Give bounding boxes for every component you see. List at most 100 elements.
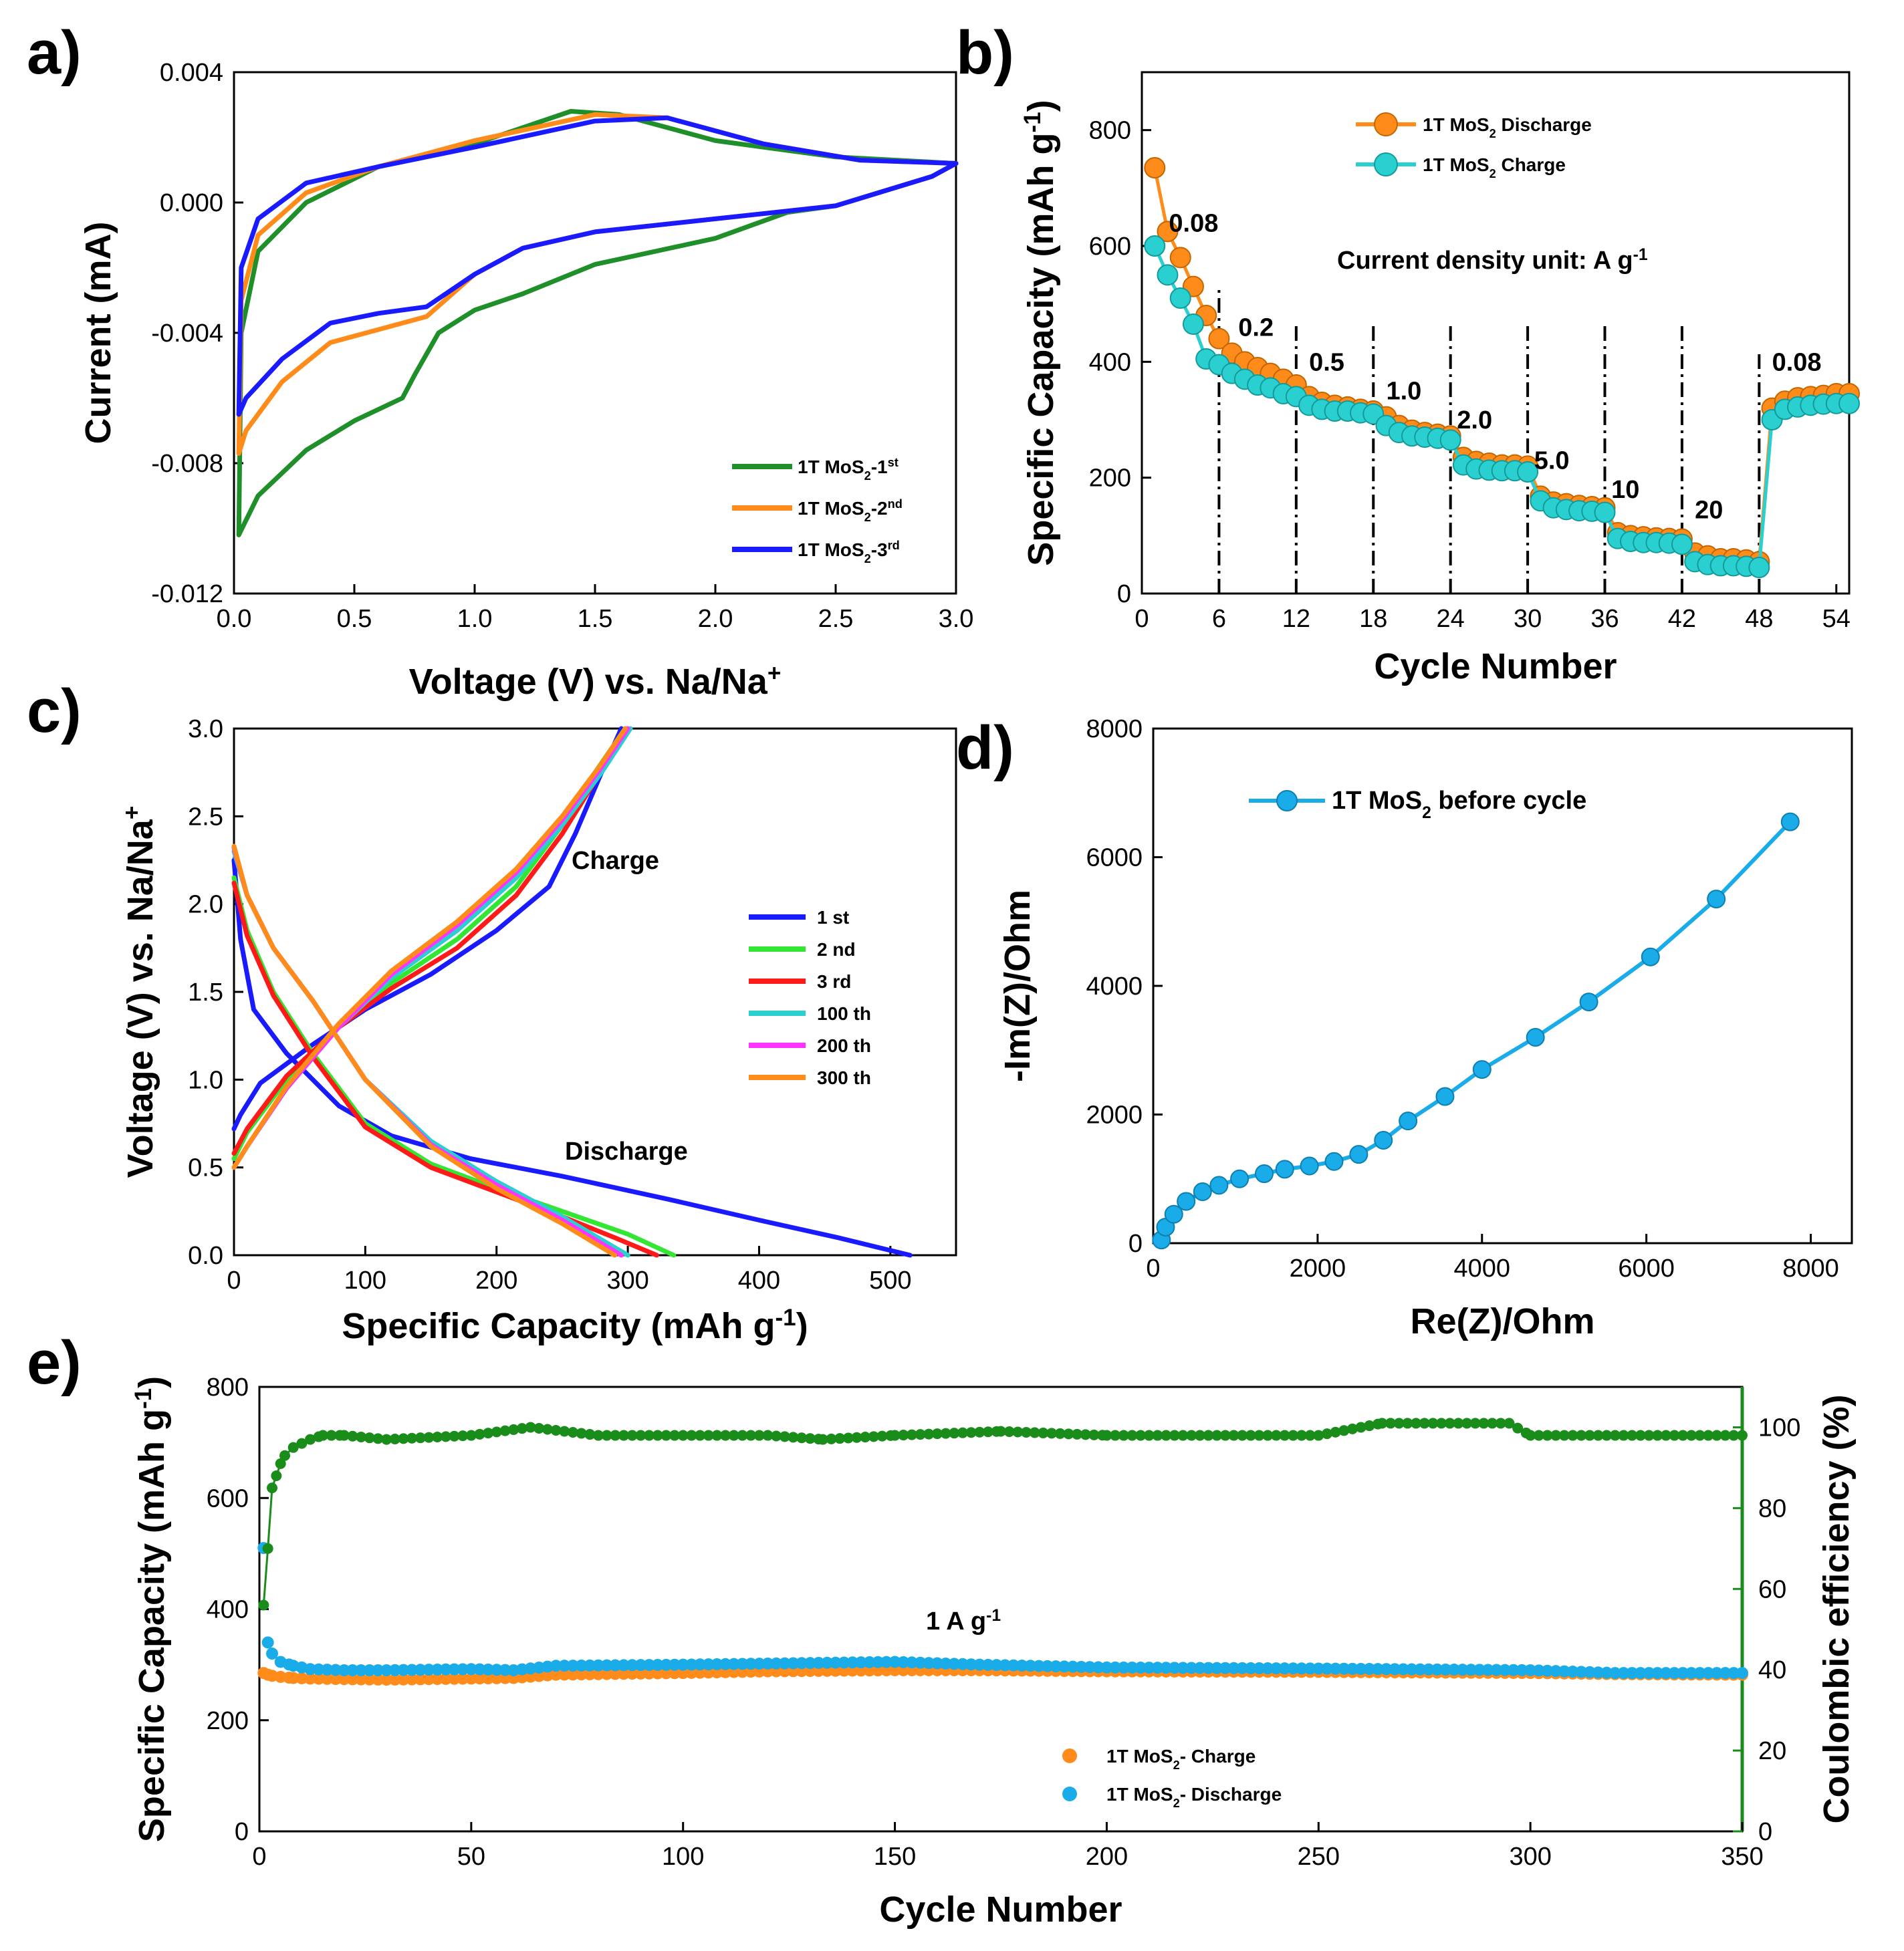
x-tick-label: 50	[457, 1843, 485, 1871]
discharge-point	[1227, 1662, 1240, 1674]
charge-point	[1439, 429, 1461, 451]
x-tick-label: 0	[1135, 605, 1149, 633]
plot-frame	[1141, 71, 1851, 595]
ce-point	[601, 1430, 612, 1441]
eis-point	[1435, 1087, 1455, 1106]
charge-point	[550, 1668, 562, 1681]
x-tick-label: 500	[869, 1267, 911, 1295]
ce-point	[533, 1422, 545, 1434]
ce-point	[1063, 1428, 1074, 1440]
discharge-point	[1659, 1667, 1672, 1680]
discharge-point	[1609, 1667, 1621, 1680]
charge-point	[863, 1664, 876, 1677]
ce-point	[338, 1430, 350, 1441]
discharge-point	[1304, 1662, 1316, 1675]
discharge-point	[1693, 1667, 1706, 1680]
eis-point	[1254, 1164, 1274, 1184]
panel-label: a)	[27, 19, 82, 87]
discharge-point	[905, 1656, 918, 1669]
charge-point	[330, 1673, 342, 1686]
legend-entry: 1T MoS2- Discharge	[1106, 1784, 1282, 1810]
charge-point	[872, 1664, 884, 1677]
ce-point	[550, 1424, 562, 1436]
discharge-point	[770, 1657, 783, 1670]
x-tick-label: 4000	[1453, 1255, 1510, 1283]
discharge-point	[1211, 1662, 1223, 1674]
ce-point	[1478, 1418, 1490, 1429]
ce-point	[567, 1427, 578, 1438]
ce-point	[584, 1429, 596, 1440]
ce-point	[728, 1430, 739, 1441]
y-tick-label: -0.004	[151, 319, 223, 348]
discharge-point	[1634, 1667, 1647, 1680]
ce-point	[525, 1422, 536, 1433]
discharge-point	[575, 1659, 588, 1672]
ce-point	[995, 1426, 1006, 1437]
legend-entry: 100 th	[817, 1003, 871, 1024]
ce-point	[1161, 1430, 1172, 1441]
discharge-point	[956, 1658, 969, 1670]
y-tick-label: 0	[1128, 1230, 1143, 1258]
discharge-point	[931, 1657, 943, 1670]
ce-point	[414, 1432, 426, 1444]
discharge-point	[1524, 1664, 1537, 1676]
ce-point	[626, 1430, 638, 1441]
ce-point	[1652, 1430, 1663, 1441]
rate-label: 2.0	[1457, 406, 1492, 434]
y-tick-label: 6000	[1086, 844, 1143, 872]
x-tick-label: 8000	[1782, 1255, 1839, 1283]
discharge-point	[431, 1663, 444, 1676]
charge-point	[355, 1673, 368, 1686]
discharge-point	[1575, 1666, 1588, 1678]
cv-anodic-line	[236, 115, 959, 417]
y-tick-label: -0.008	[151, 450, 223, 478]
current-annotation: 1 A g-1	[926, 1607, 1001, 1636]
discharge-point	[406, 1664, 419, 1676]
charge-point	[1594, 501, 1616, 523]
panel-a-cv: a) 0.0 0.5 1.0 1.5 2.0 2.5 3.0 0.004 0.000 -0.004 -…	[27, 19, 973, 702]
ce-point	[1219, 1430, 1231, 1441]
legend-entry: 1T MoS2-1st	[798, 456, 899, 483]
plot-frame	[233, 727, 957, 1257]
ce-point	[1110, 1430, 1121, 1441]
discharge-point	[1177, 1662, 1189, 1674]
discharge-point	[1550, 1665, 1562, 1678]
x-tick-label: 150	[874, 1843, 916, 1871]
discharge-point	[1253, 1662, 1266, 1674]
ce-point	[508, 1424, 519, 1435]
x-tick-label: 1.0	[457, 605, 493, 633]
rate-label: 1.0	[1386, 378, 1421, 406]
discharge-point	[1541, 1664, 1554, 1677]
discharge-point	[1219, 1662, 1231, 1674]
ce-point	[906, 1429, 917, 1440]
legend-entry: 1T MoS2- Charge	[1106, 1746, 1256, 1772]
ce-point	[1550, 1430, 1562, 1441]
ce-point	[449, 1430, 460, 1442]
charge-point	[1671, 533, 1693, 555]
legend-entry: 1 st	[817, 907, 849, 928]
ce-point	[737, 1430, 748, 1441]
rate-label: 10	[1611, 476, 1639, 504]
x-tick-label: 36	[1590, 605, 1619, 633]
y-tick-label: 2000	[1086, 1101, 1143, 1130]
ce-point	[1469, 1418, 1481, 1429]
discharge-point	[490, 1664, 503, 1676]
ce-point	[753, 1430, 765, 1441]
discharge-point	[266, 1648, 279, 1660]
y-tick-label: 0.004	[160, 59, 223, 87]
discharge-point	[626, 1659, 638, 1672]
charge-point	[888, 1664, 901, 1676]
charge-point	[346, 1673, 359, 1686]
x-tick-label: 0	[1146, 1255, 1160, 1283]
charge-point	[372, 1673, 384, 1686]
charge-point	[558, 1668, 571, 1681]
ce-point	[720, 1430, 731, 1441]
charge-point	[592, 1668, 604, 1680]
ce-point	[1054, 1428, 1066, 1439]
ce-point	[1169, 1430, 1180, 1441]
discharge-point	[1050, 1660, 1062, 1673]
charge-point	[482, 1672, 495, 1685]
discharge-point	[1262, 1662, 1274, 1675]
ce-point	[1038, 1427, 1049, 1438]
ce-line	[262, 1422, 1744, 1606]
